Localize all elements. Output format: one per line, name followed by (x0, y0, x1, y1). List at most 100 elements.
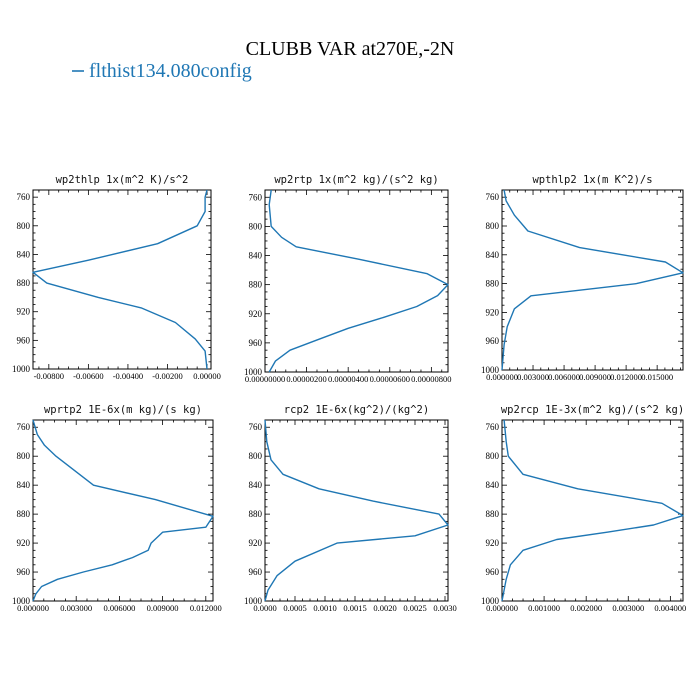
y-tick-label: 840 (17, 249, 31, 259)
y-tick-label: 920 (486, 307, 500, 317)
x-tick-label: 0.006000 (103, 603, 135, 613)
y-tick-label: 1000 (12, 364, 31, 374)
y-tick-label: 1000 (12, 596, 31, 606)
y-tick-label: 880 (249, 280, 263, 290)
y-tick-label: 880 (486, 509, 500, 519)
y-tick-label: 920 (17, 538, 31, 548)
x-tick-label: 0.000000 (17, 603, 49, 613)
series-line (501, 189, 684, 371)
y-tick-label: 840 (249, 251, 263, 261)
y-tick-label: 1000 (244, 596, 263, 606)
plot-frame (264, 189, 449, 373)
x-tick-label: 0.0005 (283, 603, 306, 613)
plot-frame (32, 419, 214, 602)
y-tick-label: 1000 (481, 365, 500, 375)
x-tick-label: -0.00600 (73, 371, 103, 381)
y-tick-label: 800 (249, 221, 263, 231)
y-tick-label: 1000 (244, 367, 263, 377)
y-tick-label: 960 (17, 567, 31, 577)
y-tick-label: 800 (17, 221, 31, 231)
x-tick-label: 0.00000200 (286, 374, 326, 384)
y-tick-label: 800 (17, 451, 31, 461)
x-tick-label: 0.00000000 (245, 374, 285, 384)
y-tick-label: 960 (249, 338, 263, 348)
chart-panel-1: wp2thlp 1x(m^2 K)/s^2 760 800 840 880 920 960 1… (12, 174, 221, 381)
panel-title: wp2rcp 1E-3x(m^2 kg)/(s^2 kg) (501, 404, 684, 416)
series-line (32, 189, 208, 370)
chart-panel-6: wp2rcp 1E-3x(m^2 kg)/(s^2 kg)760 800 840 88… (481, 404, 686, 613)
x-tick-label: 0.004000 (654, 603, 686, 613)
y-tick-label: 760 (17, 422, 31, 432)
x-tick-label: 0.00000800 (411, 374, 451, 384)
y-tick-label: 880 (17, 278, 31, 288)
y-tick-label: 960 (486, 567, 500, 577)
y-tick-label: 920 (249, 538, 263, 548)
y-tick-label: 840 (486, 250, 500, 260)
x-tick-label: 0.015000 (641, 372, 673, 382)
x-tick-label: 0.0000 (253, 603, 276, 613)
plot-frame (501, 419, 684, 602)
x-tick-label: 0.0030 (433, 603, 456, 613)
y-tick-label: 800 (486, 221, 500, 231)
panel-title: rcp2 1E-6x(kg^2)/(kg^2) (284, 404, 429, 416)
x-tick-label: 0.001000 (528, 603, 560, 613)
figure-title: CLUBB VAR at270E,-2N (246, 38, 455, 60)
series-line (501, 419, 684, 602)
series-line (264, 419, 449, 602)
x-tick-label: 0.009000 (147, 603, 179, 613)
x-tick-label: 0.012000 (610, 372, 642, 382)
chart-panel-4: wprtp2 1E-6x(m kg)/(s kg) 760 800 840 880 920… (12, 404, 222, 613)
panel-title: wp2rtp 1x(m^2 kg)/(s^2 kg) (274, 174, 438, 186)
x-tick-label: -0.00400 (113, 371, 143, 381)
plot-frame (32, 189, 212, 370)
panel-title: wpthlp2 1x(m K^2)/s (532, 174, 652, 186)
x-tick-label: 0.003000 (612, 603, 644, 613)
y-tick-label: 880 (17, 509, 31, 519)
x-tick-label: 0.000000 (486, 603, 518, 613)
x-tick-label: 0.000000 (486, 372, 518, 382)
y-tick-label: 760 (486, 192, 500, 202)
y-tick-label: 840 (486, 480, 500, 490)
x-tick-label: 0.003000 (517, 372, 549, 382)
y-tick-label: 760 (17, 192, 31, 202)
x-tick-label: 0.00000600 (370, 374, 410, 384)
chart-panel-5: rcp2 1E-6x(kg^2)/(kg^2) 760 800 840 880 920 96… (244, 404, 457, 613)
y-tick-label: 1000 (481, 596, 500, 606)
chart-panel-3: wpthlp2 1x(m K^2)/s 760 800 840 880 920 960 100… (481, 174, 684, 382)
y-tick-label: 920 (486, 538, 500, 548)
y-tick-label: 880 (486, 279, 500, 289)
x-tick-label: -0.00200 (152, 371, 182, 381)
panel-title: wprtp2 1E-6x(m kg)/(s kg) (44, 404, 202, 416)
plot-frame (501, 189, 684, 371)
x-tick-label: 0.0015 (343, 603, 366, 613)
y-tick-label: 960 (17, 335, 31, 345)
plot-frame (264, 419, 449, 602)
y-tick-label: 840 (17, 480, 31, 490)
y-tick-label: 920 (17, 307, 31, 317)
x-tick-label: 0.009000 (579, 372, 611, 382)
x-tick-label: -0.00800 (34, 371, 64, 381)
y-tick-label: 800 (486, 451, 500, 461)
x-tick-label: 0.00000400 (328, 374, 368, 384)
x-tick-label: 0.0025 (403, 603, 426, 613)
panel-title: wp2thlp 1x(m^2 K)/s^2 (56, 174, 189, 186)
y-tick-label: 760 (249, 192, 263, 202)
x-tick-label: 0.003000 (60, 603, 92, 613)
y-tick-label: 760 (249, 422, 263, 432)
series-line (268, 189, 449, 373)
x-tick-label: 0.0010 (313, 603, 336, 613)
y-tick-label: 960 (486, 336, 500, 346)
y-tick-label: 880 (249, 509, 263, 519)
x-tick-label: 0.006000 (548, 372, 580, 382)
panels: wp2thlp 1x(m^2 K)/s^2 760 800 840 880 920 960 1… (12, 174, 686, 613)
legend-label: flthist134.080config (89, 60, 252, 82)
chart-panel-2: wp2rtp 1x(m^2 kg)/(s^2 kg) 760 800 840 880 92… (244, 174, 452, 384)
y-tick-label: 920 (249, 309, 263, 319)
y-tick-label: 760 (486, 422, 500, 432)
y-tick-label: 960 (249, 567, 263, 577)
x-tick-label: 0.00000 (193, 371, 221, 381)
y-tick-label: 840 (249, 480, 263, 490)
x-tick-label: 0.012000 (190, 603, 222, 613)
legend: flthist134.080config (72, 60, 252, 82)
